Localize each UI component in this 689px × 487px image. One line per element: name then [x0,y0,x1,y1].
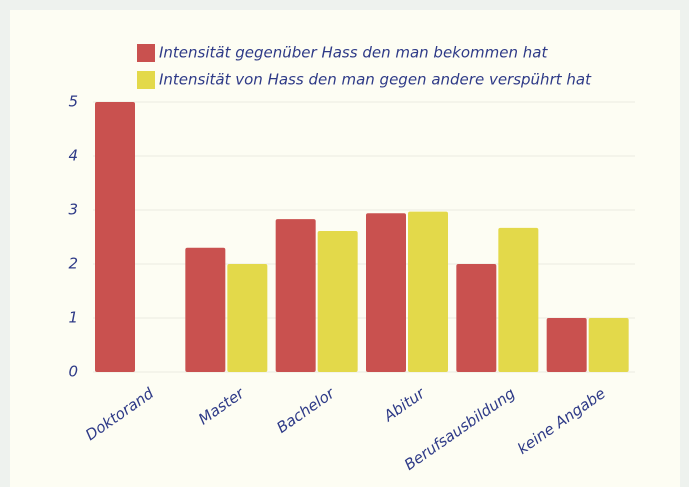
y-tick-label: 2 [68,255,78,273]
y-tick-label: 1 [68,309,78,327]
y-tick-label: 0 [68,363,78,381]
bar [275,219,316,372]
bar [498,227,539,372]
bar [366,213,406,372]
legend-label: Intensität gegenüber Hass den man bekomm… [159,44,548,62]
bar [95,102,135,372]
y-tick-label: 5 [68,93,78,111]
bar [227,264,268,372]
bar [546,318,587,372]
bar [456,264,497,372]
legend-swatch [137,44,155,62]
bar [588,318,629,372]
legend-label: Intensität von Hass den man gegen andere… [159,71,592,89]
bar [185,247,226,372]
bar [408,211,448,372]
legend-swatch [137,71,155,89]
y-tick-label: 4 [68,147,78,165]
y-tick-label: 3 [68,201,78,219]
bar [317,231,358,372]
